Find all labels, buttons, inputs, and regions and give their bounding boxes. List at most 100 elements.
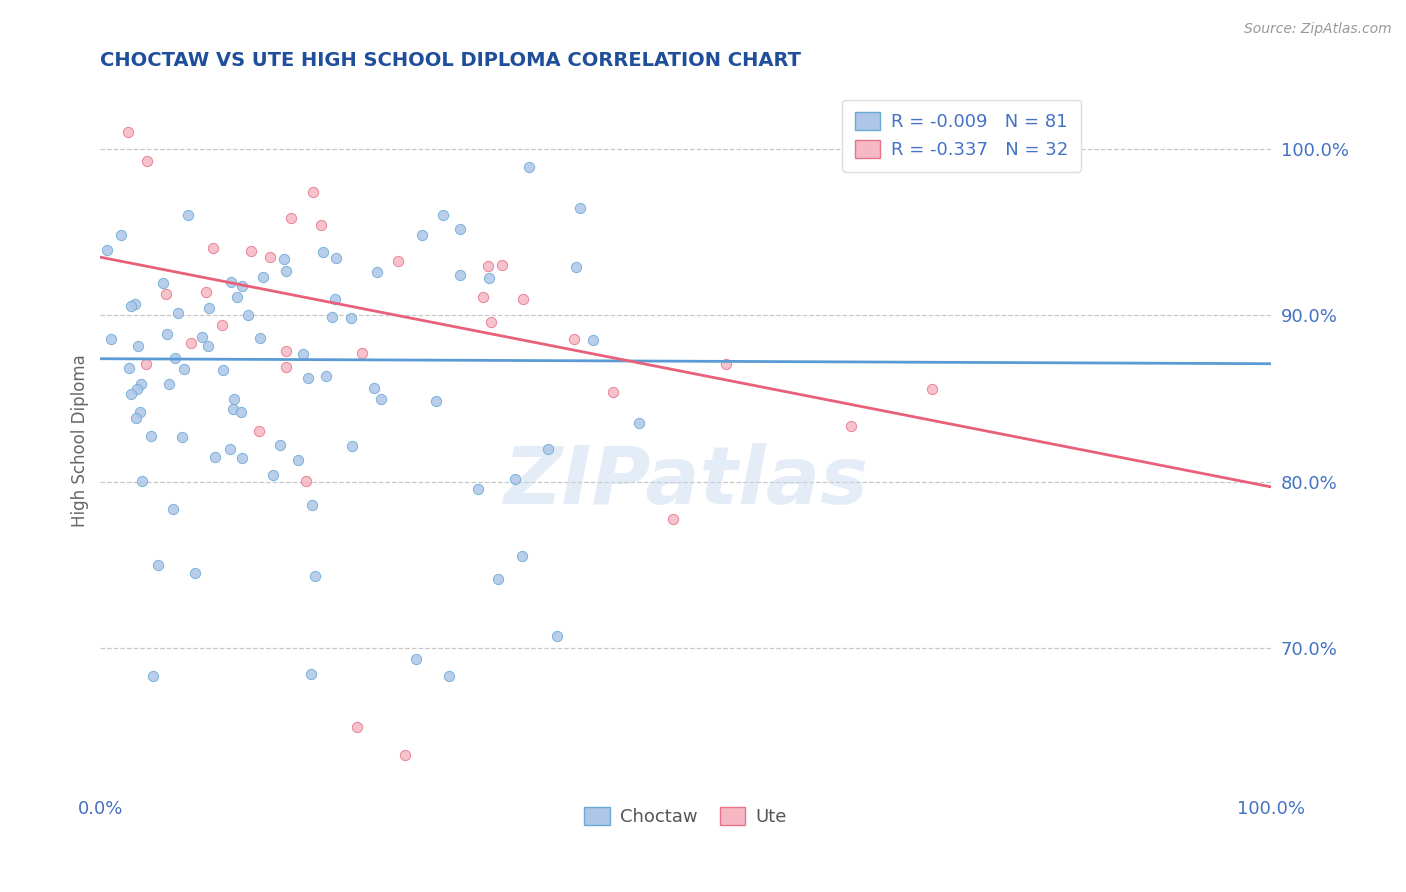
Point	[125, 382, 148, 396]
Point	[276, 264, 298, 278]
Point	[312, 245, 335, 260]
Point	[512, 292, 534, 306]
Point	[229, 405, 252, 419]
Point	[437, 669, 460, 683]
Point	[304, 568, 326, 582]
Point	[226, 290, 249, 304]
Point	[363, 381, 385, 395]
Point	[537, 442, 560, 456]
Point	[387, 253, 409, 268]
Point	[299, 666, 322, 681]
Point	[219, 275, 242, 289]
Point	[662, 512, 685, 526]
Point	[269, 438, 291, 452]
Point	[231, 279, 253, 293]
Point	[477, 260, 499, 274]
Point	[162, 501, 184, 516]
Point	[370, 392, 392, 406]
Point	[249, 331, 271, 345]
Legend: Choctaw, Ute: Choctaw, Ute	[576, 800, 794, 833]
Point	[394, 748, 416, 763]
Y-axis label: High School Diploma: High School Diploma	[72, 354, 89, 526]
Point	[301, 498, 323, 512]
Point	[287, 453, 309, 467]
Point	[432, 209, 454, 223]
Point	[222, 402, 245, 417]
Point	[546, 629, 568, 643]
Point	[252, 269, 274, 284]
Text: CHOCTAW VS UTE HIGH SCHOOL DIPLOMA CORRELATION CHART: CHOCTAW VS UTE HIGH SCHOOL DIPLOMA CORRE…	[100, 51, 801, 70]
Point	[315, 369, 337, 384]
Point	[96, 243, 118, 257]
Point	[135, 357, 157, 371]
Point	[716, 357, 738, 371]
Point	[222, 392, 245, 406]
Point	[346, 720, 368, 734]
Point	[120, 387, 142, 401]
Point	[155, 287, 177, 301]
Point	[478, 270, 501, 285]
Point	[321, 310, 343, 324]
Point	[291, 346, 314, 360]
Point	[311, 219, 333, 233]
Point	[562, 332, 585, 346]
Point	[276, 359, 298, 374]
Point	[184, 566, 207, 580]
Point	[340, 439, 363, 453]
Point	[135, 153, 157, 168]
Point	[190, 330, 212, 344]
Point	[172, 430, 194, 444]
Point	[280, 211, 302, 226]
Point	[569, 201, 592, 215]
Point	[152, 277, 174, 291]
Point	[197, 339, 219, 353]
Point	[449, 222, 471, 236]
Point	[297, 371, 319, 385]
Point	[449, 268, 471, 282]
Point	[841, 419, 863, 434]
Point	[517, 160, 540, 174]
Point	[467, 482, 489, 496]
Point	[156, 327, 179, 342]
Point	[247, 424, 270, 438]
Point	[125, 411, 148, 425]
Point	[110, 227, 132, 242]
Point	[194, 285, 217, 299]
Point	[325, 251, 347, 265]
Point	[163, 351, 186, 366]
Point	[627, 416, 650, 430]
Point	[128, 405, 150, 419]
Point	[127, 339, 149, 353]
Point	[148, 558, 170, 572]
Point	[602, 385, 624, 400]
Point	[100, 332, 122, 346]
Point	[177, 208, 200, 222]
Point	[503, 472, 526, 486]
Point	[204, 450, 226, 465]
Point	[340, 311, 363, 326]
Point	[301, 185, 323, 199]
Point	[488, 572, 510, 586]
Point	[273, 252, 295, 266]
Point	[167, 306, 190, 320]
Point	[236, 308, 259, 322]
Point	[139, 429, 162, 443]
Point	[117, 125, 139, 139]
Point	[295, 475, 318, 489]
Text: ZIPatlas: ZIPatlas	[503, 443, 869, 521]
Point	[491, 258, 513, 272]
Point	[131, 376, 153, 391]
Point	[131, 474, 153, 488]
Point	[142, 669, 165, 683]
Point	[582, 333, 605, 347]
Point	[471, 290, 494, 304]
Point	[921, 382, 943, 396]
Point	[240, 244, 263, 259]
Point	[180, 336, 202, 351]
Point	[565, 260, 588, 275]
Point	[212, 362, 235, 376]
Point	[366, 265, 388, 279]
Point	[259, 250, 281, 264]
Point	[510, 549, 533, 563]
Text: Source: ZipAtlas.com: Source: ZipAtlas.com	[1244, 22, 1392, 37]
